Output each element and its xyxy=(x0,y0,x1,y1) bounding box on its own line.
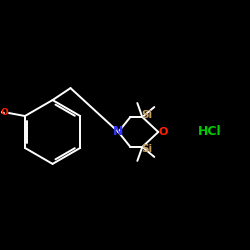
Text: Si: Si xyxy=(142,144,153,154)
Text: O: O xyxy=(158,127,168,137)
Text: Si: Si xyxy=(142,110,153,120)
Text: N: N xyxy=(113,126,124,138)
Text: O: O xyxy=(0,108,8,116)
Text: HCl: HCl xyxy=(198,126,222,138)
